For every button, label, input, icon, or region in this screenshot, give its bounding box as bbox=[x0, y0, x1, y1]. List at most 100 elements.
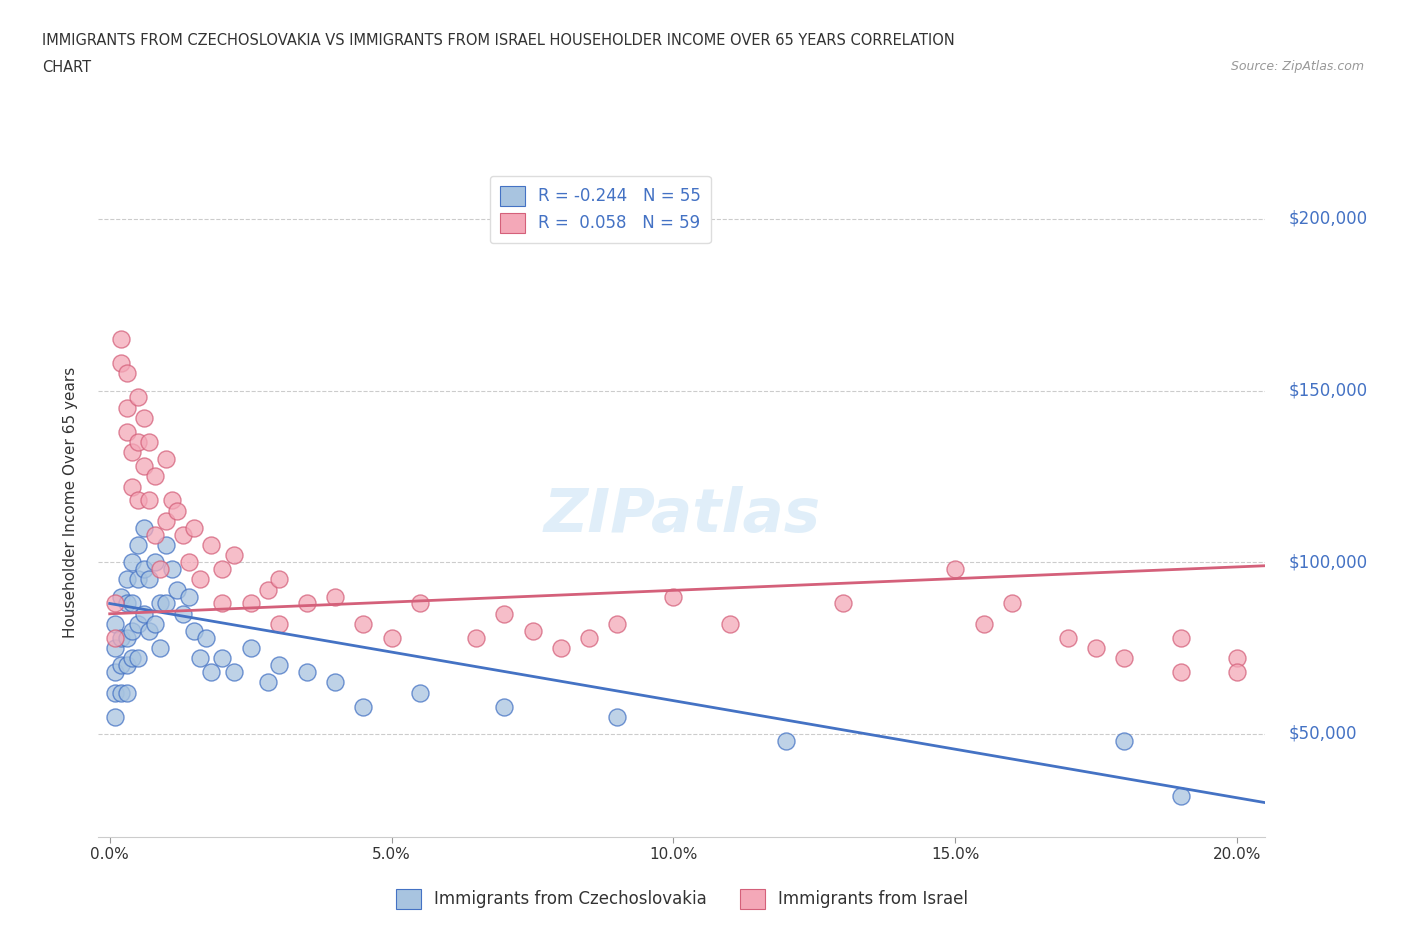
Point bbox=[110, 658, 132, 672]
Point bbox=[409, 685, 432, 700]
Point bbox=[155, 513, 177, 528]
Point bbox=[1001, 596, 1024, 611]
Point bbox=[943, 562, 966, 577]
Point bbox=[160, 562, 183, 577]
Point bbox=[1085, 641, 1108, 656]
Text: Source: ZipAtlas.com: Source: ZipAtlas.com bbox=[1230, 60, 1364, 73]
Point bbox=[267, 617, 290, 631]
Point bbox=[104, 685, 127, 700]
Point bbox=[138, 623, 160, 638]
Point bbox=[110, 332, 132, 347]
Point bbox=[522, 623, 544, 638]
Point bbox=[138, 434, 160, 449]
Point bbox=[1114, 734, 1136, 749]
Text: ZIPatlas: ZIPatlas bbox=[543, 486, 821, 545]
Point bbox=[110, 355, 132, 370]
Point bbox=[110, 631, 132, 645]
Point bbox=[323, 675, 346, 690]
Point bbox=[578, 631, 600, 645]
Point bbox=[267, 572, 290, 587]
Point bbox=[104, 617, 127, 631]
Point bbox=[267, 658, 290, 672]
Point bbox=[381, 631, 404, 645]
Point bbox=[295, 596, 318, 611]
Point bbox=[494, 606, 516, 621]
Point bbox=[110, 685, 132, 700]
Point bbox=[239, 596, 262, 611]
Point bbox=[465, 631, 488, 645]
Point bbox=[160, 493, 183, 508]
Point bbox=[155, 538, 177, 552]
Point bbox=[352, 699, 374, 714]
Point bbox=[200, 665, 222, 680]
Point bbox=[115, 631, 138, 645]
Point bbox=[143, 527, 166, 542]
Text: IMMIGRANTS FROM CZECHOSLOVAKIA VS IMMIGRANTS FROM ISRAEL HOUSEHOLDER INCOME OVER: IMMIGRANTS FROM CZECHOSLOVAKIA VS IMMIGR… bbox=[42, 33, 955, 47]
Point bbox=[143, 555, 166, 570]
Point bbox=[194, 631, 217, 645]
Point bbox=[132, 562, 155, 577]
Point bbox=[121, 555, 143, 570]
Point bbox=[121, 445, 143, 459]
Point bbox=[115, 596, 138, 611]
Point bbox=[606, 617, 628, 631]
Point bbox=[132, 521, 155, 536]
Point bbox=[973, 617, 995, 631]
Point bbox=[115, 400, 138, 415]
Point bbox=[172, 606, 194, 621]
Point bbox=[127, 538, 149, 552]
Point bbox=[104, 641, 127, 656]
Y-axis label: Householder Income Over 65 years: Householder Income Over 65 years bbox=[63, 366, 77, 638]
Point bbox=[104, 631, 127, 645]
Point bbox=[127, 493, 149, 508]
Legend: Immigrants from Czechoslovakia, Immigrants from Israel: Immigrants from Czechoslovakia, Immigran… bbox=[389, 882, 974, 916]
Point bbox=[127, 617, 149, 631]
Point bbox=[110, 590, 132, 604]
Point bbox=[155, 452, 177, 467]
Text: $200,000: $200,000 bbox=[1289, 210, 1368, 228]
Point bbox=[323, 590, 346, 604]
Point bbox=[143, 469, 166, 484]
Point bbox=[1114, 651, 1136, 666]
Point bbox=[211, 596, 233, 611]
Point bbox=[188, 651, 211, 666]
Point bbox=[172, 527, 194, 542]
Point bbox=[1226, 651, 1249, 666]
Point bbox=[121, 479, 143, 494]
Point bbox=[211, 562, 233, 577]
Point bbox=[138, 493, 160, 508]
Text: CHART: CHART bbox=[42, 60, 91, 75]
Point bbox=[115, 424, 138, 439]
Point bbox=[662, 590, 685, 604]
Point bbox=[1226, 665, 1249, 680]
Text: $100,000: $100,000 bbox=[1289, 553, 1368, 571]
Point bbox=[155, 596, 177, 611]
Point bbox=[494, 699, 516, 714]
Point bbox=[1170, 631, 1192, 645]
Point bbox=[149, 641, 172, 656]
Point bbox=[138, 572, 160, 587]
Point bbox=[239, 641, 262, 656]
Point bbox=[409, 596, 432, 611]
Point bbox=[183, 623, 205, 638]
Point bbox=[183, 521, 205, 536]
Point bbox=[1170, 789, 1192, 804]
Point bbox=[177, 590, 200, 604]
Point bbox=[127, 434, 149, 449]
Point bbox=[211, 651, 233, 666]
Point bbox=[121, 623, 143, 638]
Point bbox=[115, 366, 138, 381]
Point bbox=[352, 617, 374, 631]
Point bbox=[143, 617, 166, 631]
Point bbox=[104, 665, 127, 680]
Point bbox=[127, 572, 149, 587]
Point bbox=[222, 665, 245, 680]
Point bbox=[127, 651, 149, 666]
Text: $150,000: $150,000 bbox=[1289, 381, 1368, 400]
Point bbox=[127, 390, 149, 405]
Point bbox=[115, 658, 138, 672]
Point bbox=[775, 734, 797, 749]
Point bbox=[200, 538, 222, 552]
Point bbox=[149, 596, 172, 611]
Point bbox=[132, 606, 155, 621]
